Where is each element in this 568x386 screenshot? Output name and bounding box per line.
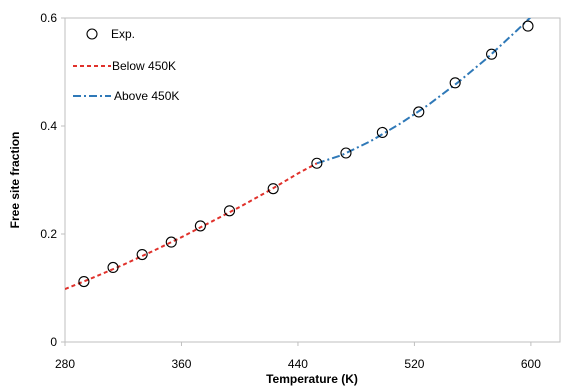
legend-label-exp: Exp. — [111, 27, 135, 41]
x-tick-label: 280 — [55, 357, 75, 371]
series-line-above-450k — [316, 18, 532, 165]
data-point-exp — [522, 20, 534, 32]
x-tick-label: 440 — [288, 357, 308, 371]
y-tick-label: 0.2 — [40, 227, 57, 241]
legend-label-above: Above 450K — [114, 89, 179, 103]
data-point-exp — [413, 106, 425, 118]
data-point-exp — [78, 275, 90, 288]
legend-label-below: Below 450K — [112, 59, 176, 73]
series-line-below-450k — [65, 162, 318, 291]
plot-content — [65, 18, 534, 291]
legend-entry-below: Below 450K — [73, 59, 176, 73]
data-point-exp — [136, 248, 148, 261]
data-point-exp — [340, 147, 352, 159]
series-group — [65, 18, 534, 291]
data-point-exp — [449, 77, 461, 89]
data-point-exp — [194, 220, 206, 232]
data-point-exp — [267, 183, 279, 195]
data-point-exp — [165, 236, 177, 248]
data-point-exp — [376, 126, 388, 139]
data-point-exp — [486, 48, 498, 60]
x-tick-label: 520 — [404, 357, 424, 371]
legend-entry-above: Above 450K — [73, 89, 179, 103]
legend: Exp. Below 450K Above 450K — [73, 27, 179, 103]
data-point-exp — [223, 205, 236, 217]
y-tick-label: 0.4 — [40, 119, 57, 133]
y-tick-label: 0 — [50, 335, 57, 349]
legend-entry-exp: Exp. — [86, 27, 135, 41]
y-axis-title: Free site fraction — [8, 132, 22, 229]
x-tick-label: 360 — [171, 357, 191, 371]
x-axis: 280 360 440 520 600 — [55, 342, 541, 371]
y-tick-label: 0.6 — [40, 11, 57, 25]
x-tick-label: 600 — [521, 357, 541, 371]
data-point-exp — [311, 157, 323, 169]
plot-area — [64, 17, 561, 343]
x-axis-title: Temperature (K) — [266, 372, 358, 386]
y-axis: 0 0.2 0.4 0.6 — [40, 11, 65, 349]
data-point-exp — [107, 261, 119, 274]
legend-marker-exp — [86, 28, 98, 40]
